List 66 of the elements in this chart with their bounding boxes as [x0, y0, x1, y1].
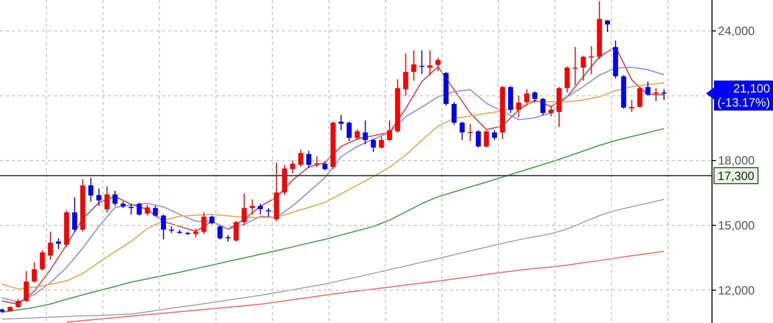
candlestick	[32, 262, 37, 284]
candlestick	[370, 138, 376, 152]
candlestick	[435, 57, 440, 72]
y-tick-label: 15,000	[718, 218, 756, 233]
candlestick	[653, 88, 658, 102]
candlestick	[419, 50, 424, 75]
candlestick	[354, 128, 360, 141]
candlestick	[468, 123, 473, 142]
y-tick-label: 12,000	[718, 283, 756, 298]
candlestick	[201, 212, 206, 234]
candlestick	[234, 220, 239, 242]
candlestick	[516, 95, 522, 118]
candlestick	[104, 186, 110, 213]
candlestick	[645, 81, 650, 96]
candlestick	[452, 102, 457, 126]
candlestick	[427, 50, 432, 76]
candlestick	[484, 130, 489, 148]
candlestick	[160, 214, 166, 240]
y-tick-label: 18,000	[718, 154, 756, 168]
candlestick	[492, 130, 497, 141]
candlestick	[298, 149, 304, 168]
candlestick	[136, 202, 142, 216]
candlestick	[556, 86, 562, 128]
candlestick	[24, 270, 29, 303]
text: 21,100 (-13.17%)	[717, 82, 770, 110]
candlestick	[144, 204, 150, 216]
candlestick	[411, 50, 416, 82]
candlestick	[387, 120, 392, 142]
ref-line-label: 17,300	[718, 168, 755, 183]
candlestick	[604, 20, 610, 32]
candlestick	[403, 53, 408, 96]
candlestick	[40, 250, 45, 272]
candlestick	[476, 130, 481, 148]
y-tick-label: 24,000	[718, 24, 756, 38]
candlestick	[217, 224, 222, 240]
candlestick	[290, 160, 296, 174]
candlestick	[48, 231, 53, 260]
candlestick	[88, 177, 94, 202]
candlestick	[56, 238, 62, 250]
candlestick	[306, 150, 312, 169]
candlestick	[250, 198, 255, 216]
candlestick	[532, 90, 538, 103]
candlestick	[346, 121, 352, 142]
candlestick	[548, 106, 554, 117]
candlestick	[540, 97, 546, 116]
candlestick	[460, 121, 465, 141]
candlestick	[112, 190, 118, 206]
candlestick	[524, 88, 530, 106]
candlestick	[572, 46, 578, 86]
candlestick	[282, 164, 288, 196]
candlestick	[508, 85, 514, 114]
candlestick	[338, 114, 344, 131]
candlestick	[662, 88, 666, 101]
candlestick	[152, 205, 158, 218]
candlestick	[588, 46, 594, 75]
candlestick	[362, 120, 368, 145]
candlestick	[637, 86, 642, 108]
candlestick	[128, 203, 134, 216]
candlestick	[314, 156, 320, 168]
candlestick	[580, 55, 586, 82]
candlestick	[72, 196, 78, 232]
candlestick	[96, 188, 102, 206]
candlestick	[258, 203, 263, 216]
candlestick	[378, 136, 384, 150]
candlestick	[242, 192, 247, 226]
candlestick	[564, 66, 570, 93]
